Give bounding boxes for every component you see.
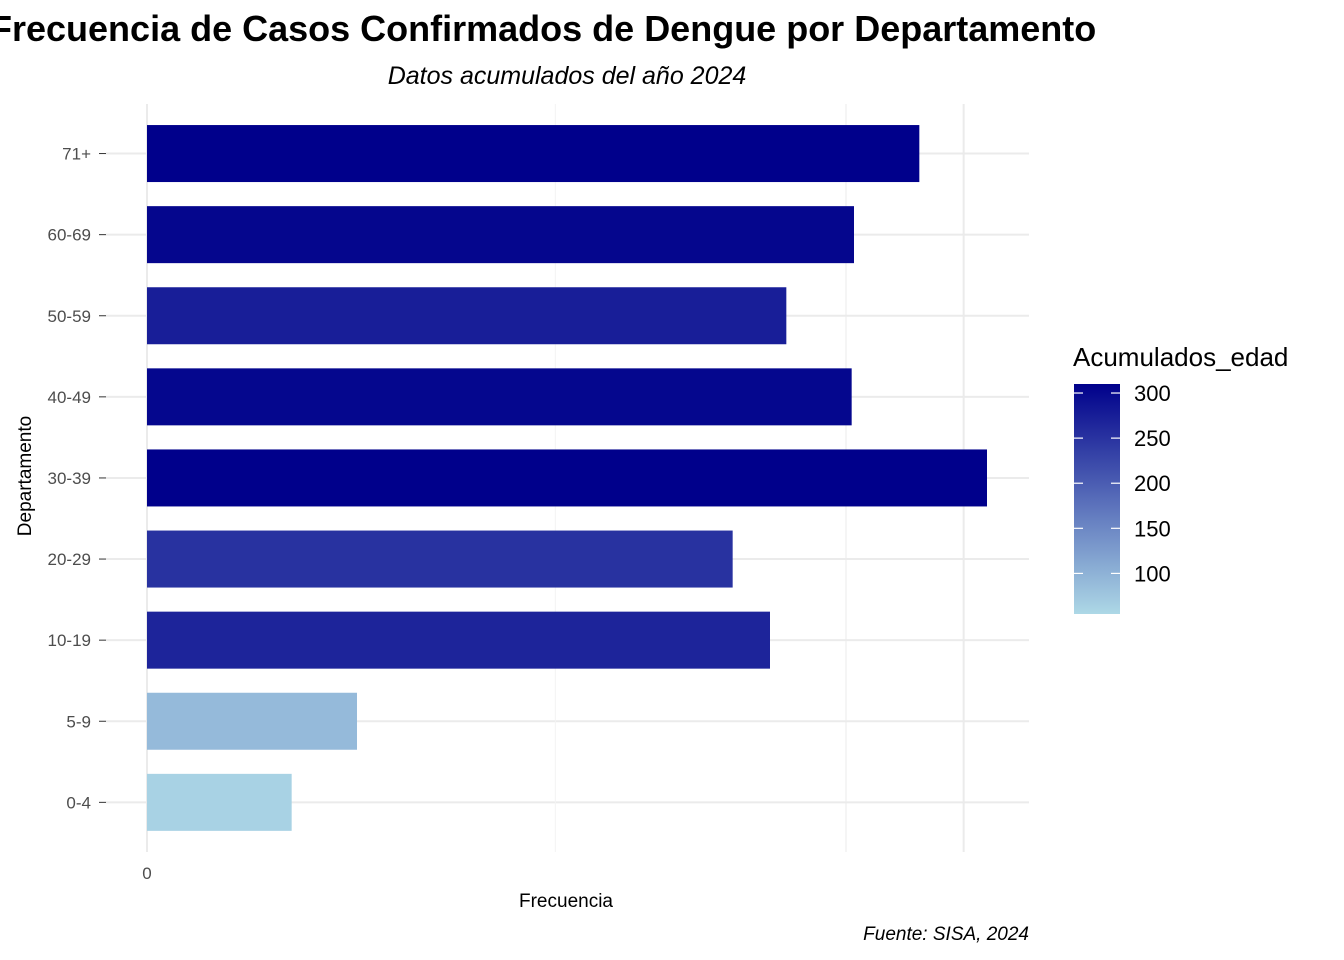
legend-title: Acumulados_edad bbox=[1073, 342, 1289, 372]
bars bbox=[147, 125, 987, 831]
color-legend: 100 150 200 250 300 bbox=[1074, 381, 1171, 614]
chart-subtitle: Datos acumulados del año 2024 bbox=[387, 62, 747, 90]
bar-50-59 bbox=[147, 287, 787, 345]
chart-caption: Fuente: SISA, 2024 bbox=[863, 924, 1029, 945]
y-tick-label: 30-39 bbox=[48, 469, 91, 488]
y-tick-label: 50-59 bbox=[48, 307, 91, 326]
x-axis-title: Frecuencia bbox=[519, 891, 613, 912]
y-tick-label: 60-69 bbox=[48, 226, 91, 245]
bar-30-39 bbox=[147, 449, 987, 507]
y-tick-label: 20-29 bbox=[48, 550, 91, 569]
y-tick-label: 71+ bbox=[62, 145, 91, 164]
legend-break-label: 250 bbox=[1134, 426, 1171, 451]
y-tick-label: 0-4 bbox=[66, 793, 91, 812]
y-axis-title: Departamento bbox=[15, 415, 36, 537]
y-axis-ticks: 0-4 5-9 10-19 20-29 30-39 40-49 50-59 60-69 71+ bbox=[48, 145, 106, 812]
y-tick-label: 5-9 bbox=[66, 712, 91, 731]
bar-71+ bbox=[147, 125, 920, 183]
y-tick-label: 40-49 bbox=[48, 388, 91, 407]
bar-20-29 bbox=[147, 530, 733, 588]
legend-break-label: 150 bbox=[1134, 516, 1171, 541]
bar-40-49 bbox=[147, 368, 852, 426]
bar-5-9 bbox=[147, 692, 357, 750]
x-axis-ticks: 0 bbox=[142, 864, 151, 883]
legend-break-label: 200 bbox=[1134, 471, 1171, 496]
y-tick-label: 10-19 bbox=[48, 631, 91, 650]
legend-colorbar bbox=[1074, 384, 1120, 614]
bar-10-19 bbox=[147, 611, 770, 669]
legend-break-label: 300 bbox=[1134, 381, 1171, 406]
legend-break-label: 100 bbox=[1134, 561, 1171, 586]
bar-60-69 bbox=[147, 206, 854, 264]
x-tick-label: 0 bbox=[142, 864, 151, 883]
chart-title: Frecuencia de Casos Confirmados de Dengu… bbox=[0, 8, 1097, 49]
bar-0-4 bbox=[147, 773, 292, 831]
